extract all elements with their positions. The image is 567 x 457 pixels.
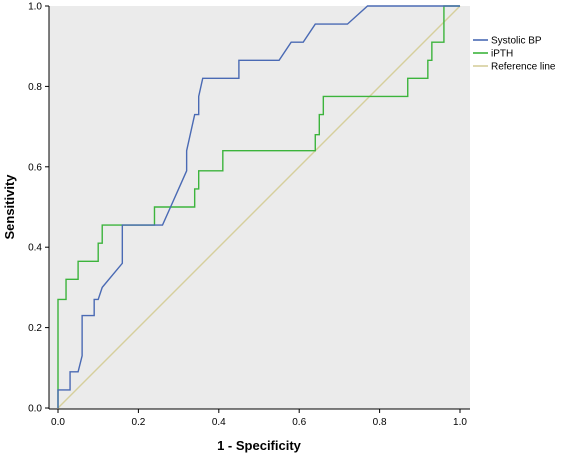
series-line-systolic-bp bbox=[57, 5, 460, 408]
y-tick-label: 0.2 bbox=[28, 323, 42, 334]
series-line-ipth bbox=[57, 5, 460, 408]
ticks-layer: 0.0 0.2 0.4 0.6 0.8 1.0 0.0 0.2 0.4 0.6 0.8 1.0 bbox=[28, 2, 467, 429]
x-tick-label: 0.2 bbox=[131, 417, 145, 428]
legend-label-ipth: iPTH bbox=[491, 49, 513, 60]
legend-label-reference-line: Reference line bbox=[491, 62, 556, 73]
y-tick-label: 0.6 bbox=[28, 162, 42, 173]
x-tick-label: 0.6 bbox=[292, 417, 306, 428]
x-tick-label: 0.8 bbox=[373, 417, 387, 428]
series-layer bbox=[57, 5, 461, 409]
series-line-reference-line bbox=[57, 5, 461, 409]
x-tick-label: 0.0 bbox=[51, 417, 65, 428]
legend: Systolic BP iPTH Reference line bbox=[473, 36, 556, 73]
legend-label-systolic-bp: Systolic BP bbox=[491, 36, 542, 47]
y-tick-label: 1.0 bbox=[28, 2, 42, 13]
y-tick-label: 0.8 bbox=[28, 82, 42, 93]
x-axis-title: 1 - Specificity bbox=[217, 438, 302, 453]
plot-area bbox=[49, 6, 470, 409]
x-tick-label: 0.4 bbox=[212, 417, 226, 428]
x-tick-label: 1.0 bbox=[453, 417, 467, 428]
y-axis-title: Sensitivity bbox=[2, 174, 17, 240]
axes-layer bbox=[48, 6, 470, 410]
y-tick-label: 0.0 bbox=[28, 404, 42, 415]
y-tick-label: 0.4 bbox=[28, 243, 42, 254]
